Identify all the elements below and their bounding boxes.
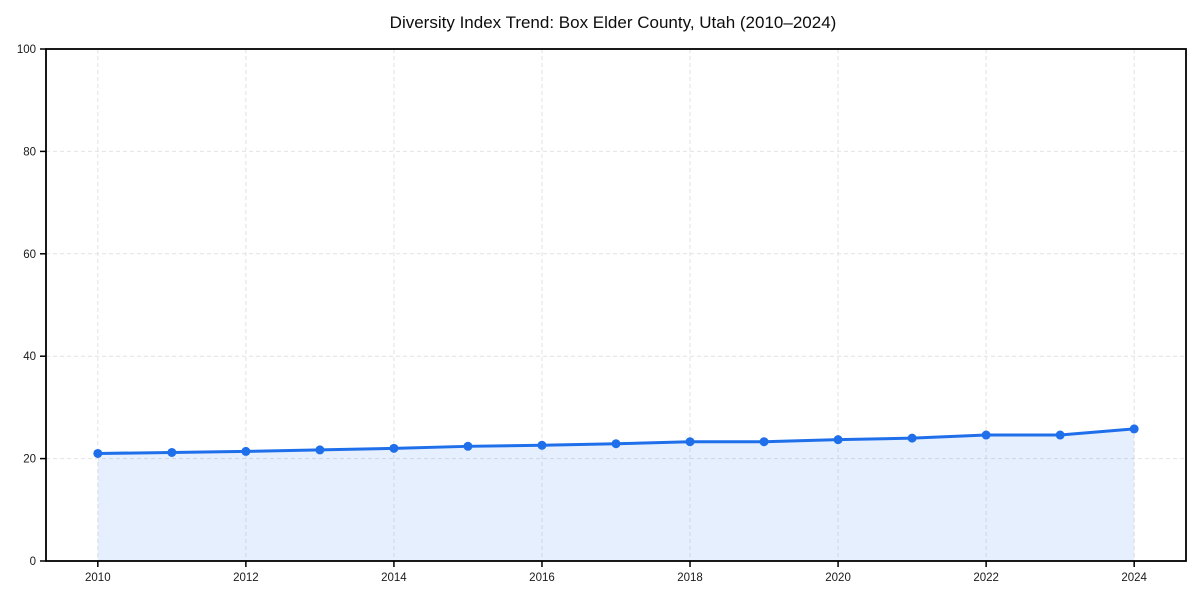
data-point — [93, 448, 103, 458]
x-tick-label: 2016 — [529, 572, 555, 584]
y-tick-label: 40 — [23, 351, 36, 363]
data-point — [685, 437, 695, 447]
x-tick-label: 2018 — [677, 572, 703, 584]
chart-title: Diversity Index Trend: Box Elder County,… — [390, 13, 837, 32]
data-point — [463, 441, 473, 451]
plot-area: 2010 2012 2014 2016 2018 2020 2022 2024 0 20 40 60 8… — [17, 44, 1187, 584]
plot-border — [45, 48, 1187, 562]
y-tick-label: 80 — [23, 146, 36, 158]
x-tick-label: 2010 — [85, 572, 111, 584]
y-tick-label: 20 — [23, 454, 36, 466]
data-point — [241, 446, 251, 456]
y-tick-label: 100 — [17, 44, 36, 56]
x-tick-label: 2014 — [381, 572, 407, 584]
data-point — [389, 443, 399, 453]
y-tick-label: 0 — [30, 556, 36, 568]
data-point — [981, 430, 991, 440]
data-point — [611, 439, 621, 449]
data-point — [1055, 430, 1065, 440]
x-tick-label: 2024 — [1121, 572, 1147, 584]
y-tick-label: 60 — [23, 249, 36, 261]
data-point — [907, 433, 917, 443]
area-fill — [97, 428, 1135, 561]
x-tick-label: 2020 — [825, 572, 851, 584]
data-point — [167, 447, 177, 457]
data-point — [759, 437, 769, 447]
data-point — [315, 445, 325, 455]
data-point — [833, 435, 843, 445]
x-tick-label: 2012 — [233, 572, 259, 584]
data-point — [1129, 424, 1139, 434]
x-tick-label: 2022 — [973, 572, 999, 584]
data-point — [537, 440, 547, 450]
